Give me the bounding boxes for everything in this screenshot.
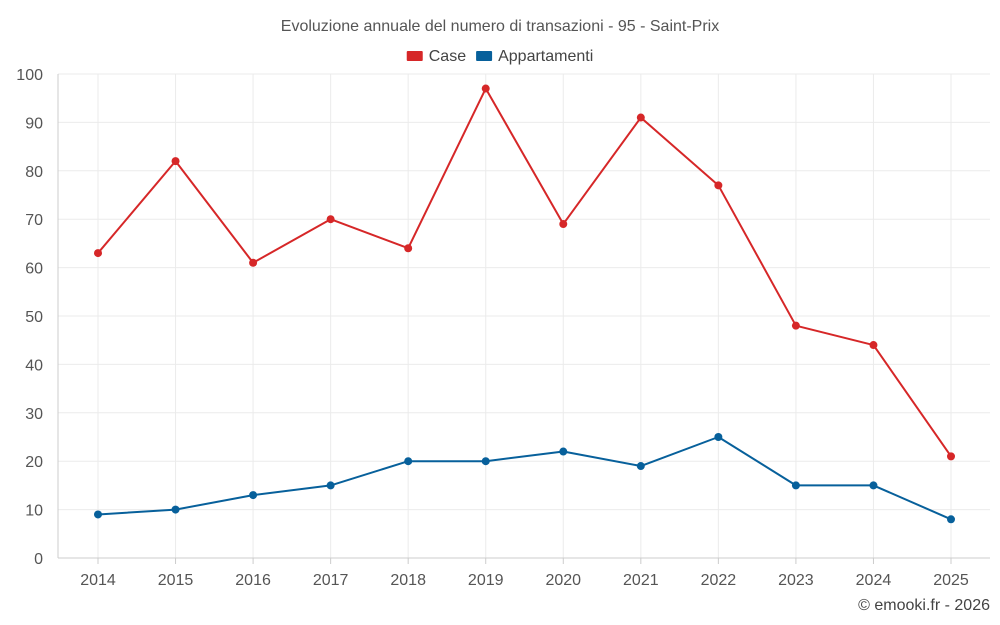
legend: Case Appartamenti [407, 48, 594, 65]
x-tick-label: 2015 [158, 572, 194, 589]
data-point[interactable] [559, 220, 567, 228]
data-point[interactable] [249, 491, 257, 499]
x-tick-label: 2023 [778, 572, 814, 589]
x-tick-label: 2024 [856, 572, 892, 589]
series-line-appartamenti [98, 437, 951, 519]
data-point[interactable] [637, 114, 645, 122]
y-tick-label: 10 [25, 503, 43, 520]
x-tick-label: 2020 [545, 572, 581, 589]
data-point[interactable] [869, 481, 877, 489]
credit-text: © emooki.fr - 2026 [858, 597, 990, 614]
legend-item-appartamenti[interactable]: Appartamenti [476, 48, 593, 65]
line-chart: Evoluzione annuale del numero di transaz… [0, 0, 1000, 625]
data-point[interactable] [249, 259, 257, 267]
series-layer [94, 85, 955, 524]
legend-swatch [407, 51, 423, 61]
data-point[interactable] [404, 244, 412, 252]
x-tick-label: 2022 [701, 572, 737, 589]
data-point[interactable] [947, 515, 955, 523]
data-point[interactable] [327, 481, 335, 489]
y-tick-label: 100 [16, 67, 43, 84]
data-point[interactable] [714, 433, 722, 441]
y-tick-label: 30 [25, 406, 43, 423]
legend-label: Appartamenti [498, 48, 593, 65]
legend-label: Case [429, 48, 466, 65]
data-point[interactable] [172, 506, 180, 514]
x-tick-label: 2017 [313, 572, 349, 589]
x-tick-label: 2014 [80, 572, 116, 589]
data-point[interactable] [327, 215, 335, 223]
y-tick-label: 70 [25, 212, 43, 229]
x-tick-label: 2016 [235, 572, 271, 589]
data-point[interactable] [792, 481, 800, 489]
y-tick-label: 0 [34, 551, 43, 568]
series-case [94, 85, 955, 461]
data-point[interactable] [714, 181, 722, 189]
data-point[interactable] [94, 249, 102, 257]
series-line-case [98, 89, 951, 457]
data-point[interactable] [172, 157, 180, 165]
y-tick-label: 50 [25, 309, 43, 326]
legend-swatch [476, 51, 492, 61]
data-point[interactable] [559, 448, 567, 456]
data-point[interactable] [947, 452, 955, 460]
y-tick-label: 90 [25, 115, 43, 132]
y-tick-label: 40 [25, 357, 43, 374]
data-point[interactable] [637, 462, 645, 470]
x-tick-label: 2021 [623, 572, 659, 589]
x-tick-label: 2019 [468, 572, 504, 589]
data-point[interactable] [94, 510, 102, 518]
data-point[interactable] [404, 457, 412, 465]
x-tick-label: 2025 [933, 572, 969, 589]
chart-title: Evoluzione annuale del numero di transaz… [281, 18, 719, 35]
data-point[interactable] [482, 85, 490, 93]
y-tick-label: 80 [25, 164, 43, 181]
data-point[interactable] [792, 322, 800, 330]
y-tick-label: 60 [25, 261, 43, 278]
data-point[interactable] [869, 341, 877, 349]
legend-item-case[interactable]: Case [407, 48, 466, 65]
data-point[interactable] [482, 457, 490, 465]
x-tick-label: 2018 [390, 572, 426, 589]
y-tick-label: 20 [25, 454, 43, 471]
